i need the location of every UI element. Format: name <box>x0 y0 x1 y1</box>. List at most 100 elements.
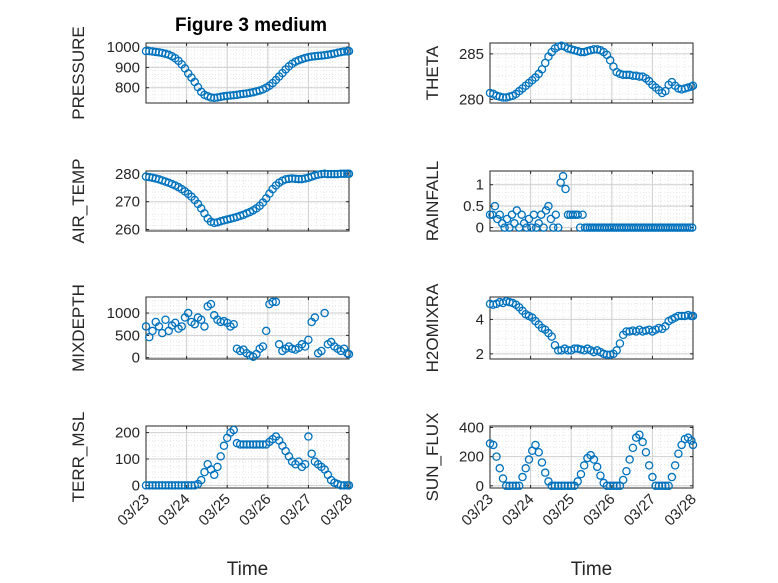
data-point <box>519 219 529 228</box>
data-point <box>618 475 628 485</box>
y-axis-label: H2OMIXRA <box>423 283 442 372</box>
data-point <box>557 481 566 491</box>
data-point <box>183 481 193 490</box>
data-point <box>638 437 647 447</box>
data-point <box>612 481 621 491</box>
data-point <box>544 201 553 211</box>
data-point <box>154 481 164 490</box>
y-tick-label: 800 <box>115 80 140 97</box>
data-point <box>261 326 271 336</box>
data-point <box>320 308 329 318</box>
series-markers <box>485 41 698 102</box>
y-tick-label: 280 <box>459 91 484 108</box>
data-point <box>534 448 543 457</box>
axes-box <box>489 296 694 360</box>
data-point <box>336 169 346 179</box>
data-point <box>497 219 507 228</box>
axes-box <box>145 425 350 489</box>
y-tick-label: 1000 <box>107 305 140 322</box>
series-markers <box>485 297 698 359</box>
data-point <box>654 481 664 491</box>
data-point <box>177 322 186 331</box>
data-point <box>167 481 177 490</box>
data-point <box>284 174 294 184</box>
data-point <box>537 65 547 74</box>
data-point <box>495 464 504 473</box>
data-point <box>245 440 255 449</box>
data-point <box>300 460 310 469</box>
data-point <box>568 210 578 219</box>
data-point <box>500 223 509 232</box>
data-point <box>320 169 329 179</box>
axes-box <box>489 42 694 104</box>
y-tick-label: 285 <box>459 46 484 63</box>
data-point <box>517 210 526 219</box>
data-point <box>294 174 303 184</box>
y-tick-label: 0 <box>476 220 484 237</box>
data-point <box>148 481 157 490</box>
data-point <box>344 349 354 359</box>
subplot-rainfall: 0 0.5 1 RAINFALL <box>423 161 697 241</box>
y-tick-label: 0.5 <box>463 198 484 215</box>
data-point <box>674 449 683 458</box>
data-point <box>589 455 599 464</box>
data-point <box>144 481 154 490</box>
data-point <box>508 481 517 491</box>
data-point <box>688 440 698 450</box>
y-tick-label: 260 <box>115 222 140 239</box>
data-point <box>534 219 543 228</box>
data-point <box>344 169 354 179</box>
y-axis-label: PRESSURE <box>69 26 88 120</box>
y-tick-label: 1000 <box>107 39 140 56</box>
data-point <box>213 462 222 472</box>
y-tick-label: 1 <box>476 177 484 194</box>
data-point <box>635 430 644 440</box>
data-point <box>323 169 333 179</box>
y-tick-label: 280 <box>115 166 140 183</box>
data-point <box>661 86 670 96</box>
data-point <box>641 448 651 457</box>
data-point <box>252 440 261 449</box>
data-point <box>573 477 582 486</box>
data-point <box>579 461 589 470</box>
data-point <box>339 169 349 179</box>
data-point <box>333 169 342 179</box>
data-point <box>255 440 264 449</box>
data-point <box>271 297 281 307</box>
data-point <box>300 342 310 351</box>
data-point <box>648 472 657 482</box>
data-point <box>674 311 683 321</box>
data-point <box>317 169 326 179</box>
data-point <box>190 319 199 329</box>
y-axis-label: SUN_FLUX <box>423 413 442 502</box>
data-point <box>287 174 297 183</box>
data-point <box>502 214 512 224</box>
data-point <box>628 443 638 453</box>
data-point <box>553 481 563 491</box>
y-tick-label: 200 <box>459 449 484 466</box>
data-point <box>177 481 186 490</box>
series-markers <box>141 297 354 362</box>
series-markers <box>141 425 354 490</box>
data-point <box>670 461 680 470</box>
data-point <box>561 184 570 194</box>
data-point <box>531 440 540 450</box>
data-point <box>151 481 160 490</box>
data-point <box>229 425 238 435</box>
data-point <box>609 481 618 491</box>
data-point <box>141 481 151 490</box>
series-markers <box>141 46 354 103</box>
data-point <box>514 481 524 491</box>
data-point <box>310 51 320 61</box>
data-point <box>527 223 536 232</box>
axes-box <box>145 170 350 232</box>
data-point <box>339 481 349 490</box>
data-point <box>501 481 511 491</box>
data-point <box>524 214 534 224</box>
data-point <box>258 342 268 351</box>
data-point <box>522 223 531 232</box>
data-point <box>170 481 180 490</box>
data-point <box>505 223 514 232</box>
data-point <box>540 58 550 68</box>
data-point <box>344 481 354 490</box>
